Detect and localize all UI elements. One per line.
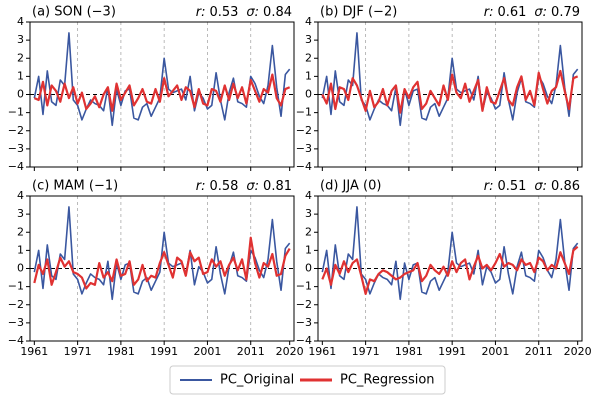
stat-value: 0.84: [263, 5, 292, 20]
x-tick-label: 1991: [438, 345, 466, 358]
y-tick-label: 2: [305, 51, 312, 64]
x-tick-label: 2001: [193, 345, 221, 358]
panel-stats: r: 0.61 σ: 0.79: [484, 5, 580, 20]
y-tick-label: 1: [305, 69, 312, 82]
y-tick-label: −2: [8, 124, 24, 137]
x-tick-label: 1981: [395, 345, 423, 358]
panel-title: (c) MAM (−1): [32, 179, 118, 194]
x-tick-label: 2011: [237, 345, 265, 358]
stat-value: 0.61: [497, 5, 526, 20]
stat-value: 0.81: [263, 179, 292, 194]
y-tick-label: −3: [8, 142, 24, 155]
x-tick-label: 1981: [107, 345, 135, 358]
panel-stats: r: 0.51 σ: 0.86: [484, 179, 580, 194]
series-line: [321, 69, 579, 114]
stat-symbol: σ:: [246, 179, 259, 194]
stat-value: 0.51: [497, 179, 526, 194]
series-line: [33, 32, 291, 127]
panel-stats: r: 0.53 σ: 0.84: [196, 5, 292, 20]
panel-title: (b) DJF (−2): [320, 5, 397, 20]
y-tick-label: −4: [296, 334, 312, 347]
stat-value: 0.58: [209, 179, 238, 194]
plot-frame: [317, 21, 583, 168]
x-tick-label: 1961: [308, 345, 336, 358]
stat-value: 0.53: [209, 5, 238, 20]
y-tick-label: 2: [305, 225, 312, 238]
x-tick-label: 1961: [20, 345, 48, 358]
y-tick-label: −4: [8, 160, 24, 173]
y-tick-label: 4: [305, 189, 312, 202]
y-tick-label: −4: [8, 334, 24, 347]
x-tick-label: 2001: [481, 345, 509, 358]
y-tick-label: 4: [17, 189, 24, 202]
stat-symbol: r:: [196, 5, 206, 20]
stat-value: 0.79: [551, 5, 580, 20]
y-tick-label: −1: [8, 280, 24, 293]
y-tick-label: 3: [305, 33, 312, 46]
y-tick-label: 4: [17, 15, 24, 28]
y-tick-label: −1: [296, 280, 312, 293]
stat-symbol: σ:: [534, 5, 547, 20]
y-tick-label: 0: [17, 88, 24, 101]
y-tick-label: 0: [17, 262, 24, 275]
y-tick-label: 0: [305, 88, 312, 101]
x-tick-label: 2011: [525, 345, 553, 358]
y-tick-label: 2: [17, 51, 24, 64]
y-tick-label: 1: [17, 243, 24, 256]
stat-symbol: σ:: [246, 5, 259, 20]
y-tick-label: 3: [305, 207, 312, 220]
stat-symbol: r:: [484, 5, 494, 20]
y-tick-label: 1: [305, 243, 312, 256]
y-tick-label: −2: [8, 298, 24, 311]
x-tick-label: 1971: [352, 345, 380, 358]
legend-label: PC_Original: [220, 373, 294, 388]
y-tick-label: −2: [296, 298, 312, 311]
y-tick-label: 3: [17, 33, 24, 46]
plot-frame: [29, 21, 295, 168]
panel-title: (a) SON (−3): [32, 5, 116, 20]
y-tick-label: −4: [296, 160, 312, 173]
series-line: [321, 245, 579, 295]
y-tick-label: −1: [8, 106, 24, 119]
series-line: [33, 206, 291, 301]
y-tick-label: −1: [296, 106, 312, 119]
legend: PC_Original PC_Regression: [169, 365, 446, 395]
stat-symbol: r:: [484, 179, 494, 194]
y-tick-label: −3: [8, 316, 24, 329]
legend-label: PC_Regression: [340, 373, 435, 388]
series-line: [33, 236, 291, 290]
y-tick-label: 0: [305, 262, 312, 275]
panel-stats: r: 0.58 σ: 0.81: [196, 179, 292, 194]
x-tick-label: 1991: [150, 345, 178, 358]
y-tick-label: 3: [17, 207, 24, 220]
series-line: [33, 73, 291, 112]
y-tick-label: 4: [305, 15, 312, 28]
plot-frame: [29, 195, 295, 342]
y-tick-label: 2: [17, 225, 24, 238]
x-tick-label: 1971: [64, 345, 92, 358]
y-tick-label: −2: [296, 124, 312, 137]
y-tick-label: −3: [296, 142, 312, 155]
x-tick-label: 2020: [276, 345, 304, 358]
stat-value: 0.86: [551, 179, 580, 194]
plot-frame: [317, 195, 583, 342]
panel-title: (d) JJA (0): [320, 179, 381, 194]
y-tick-label: 1: [17, 69, 24, 82]
series-line: [321, 206, 579, 301]
x-tick-label: 2020: [564, 345, 592, 358]
stat-symbol: r:: [196, 179, 206, 194]
y-tick-label: −3: [296, 316, 312, 329]
stat-symbol: σ:: [534, 179, 547, 194]
